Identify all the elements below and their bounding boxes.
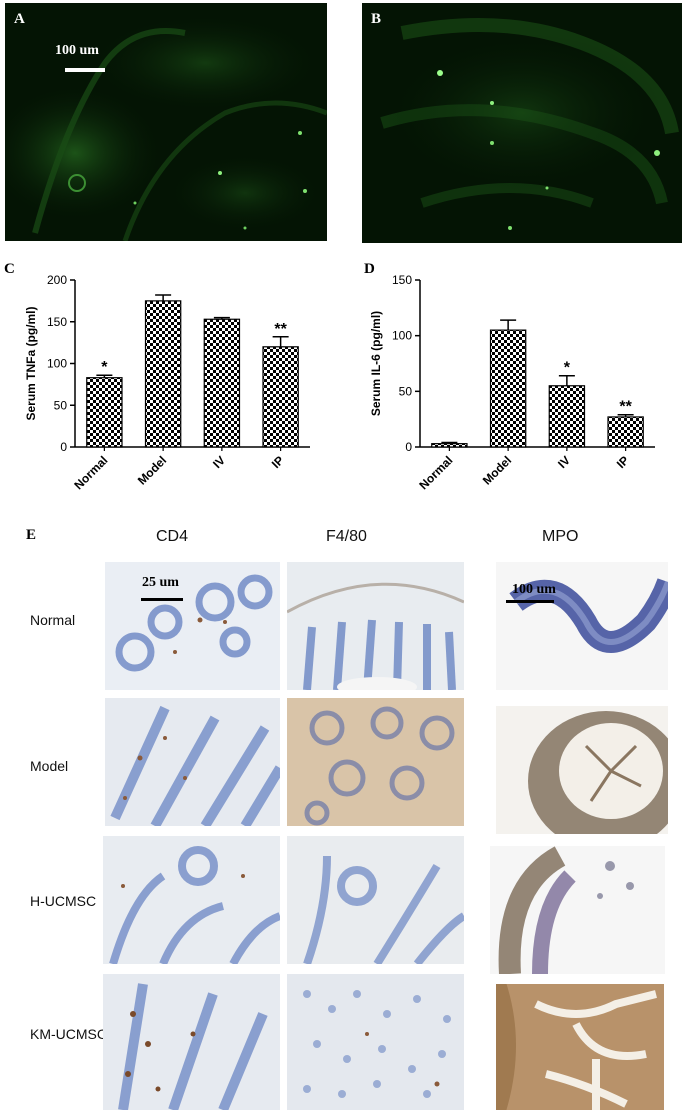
y-tick-label: 100 [47, 357, 67, 371]
scale-bar-mpo [506, 600, 554, 603]
column-header-cd4: CD4 [156, 528, 189, 545]
row-label-model: Model [30, 758, 69, 774]
row-label-h-ucmsc: H-UCMSC [30, 893, 97, 909]
bar [489, 329, 527, 448]
y-tick-label: 150 [392, 273, 412, 287]
ihc-h-ucmsc-cd4 [103, 836, 280, 964]
chart-tnfa: 0 50 100 150 200 Serum TNFa (pg/ml) * Normal Mod… [24, 273, 310, 492]
row-label-km-ucmsc: KM-UCMSC [30, 1026, 107, 1042]
significance-marker: * [564, 360, 571, 377]
panel-letter-c: C [4, 261, 15, 277]
bar [86, 377, 123, 448]
y-tick-label: 100 [392, 329, 412, 343]
x-tick-label: Normal [416, 453, 455, 492]
significance-marker: * [101, 359, 108, 376]
bar [144, 300, 182, 448]
ihc-model-f480 [287, 698, 464, 826]
bar [548, 385, 586, 448]
scale-label-cd4: 25 um [142, 575, 179, 590]
y-tick-label: 50 [399, 384, 413, 398]
x-tick-label: Model [135, 453, 169, 487]
x-tick-label: Normal [71, 453, 110, 492]
y-tick-label: 50 [54, 398, 68, 412]
fluorescence-texture-a [5, 13, 327, 241]
column-header-mpo: MPO [542, 528, 579, 545]
ihc-model-cd4 [105, 698, 280, 826]
scale-label-a: 100 um [55, 43, 99, 58]
ihc-normal-f480 [287, 562, 464, 690]
ihc-model-mpo [496, 706, 668, 834]
scale-label-mpo: 100 um [512, 582, 556, 597]
ihc-km-ucmsc-f480 [287, 974, 464, 1110]
y-axis-label: Serum IL-6 (pg/ml) [369, 311, 383, 416]
significance-marker: ** [619, 399, 632, 416]
column-header-f480: F4/80 [326, 528, 367, 545]
scale-bar-cd4 [141, 598, 183, 601]
bar [262, 346, 299, 448]
x-tick-label: IP [269, 453, 287, 471]
y-tick-label: 150 [47, 315, 67, 329]
y-axis-label: Serum TNFa (pg/ml) [24, 306, 38, 420]
panel-letter-d: D [364, 261, 375, 277]
significance-marker: ** [274, 321, 287, 338]
fluorescence-image-a: A 100 um [5, 3, 327, 241]
ihc-km-ucmsc-mpo [496, 984, 664, 1110]
bar [607, 416, 644, 448]
x-tick-label: IV [210, 453, 228, 471]
ihc-normal-mpo: 100 um [496, 562, 668, 690]
x-tick-label: IV [555, 453, 573, 471]
ihc-normal-cd4: 25 um [105, 562, 280, 690]
panel-letter-a: A [14, 11, 25, 27]
y-tick-label: 0 [405, 440, 412, 454]
fluorescence-texture-b [380, 18, 679, 230]
x-tick-label: Model [480, 453, 514, 487]
y-tick-label: 0 [60, 440, 67, 454]
fluorescence-image-b: B [362, 3, 682, 243]
x-tick-label: IP [614, 453, 632, 471]
ihc-h-ucmsc-mpo [490, 846, 665, 974]
y-tick-label: 200 [47, 273, 67, 287]
panel-letter-e: E [26, 527, 37, 543]
row-label-normal: Normal [30, 612, 76, 628]
scale-bar-a [65, 68, 105, 72]
bar [431, 443, 468, 448]
bar [203, 318, 241, 448]
panel-letter-b: B [371, 11, 382, 27]
ihc-h-ucmsc-f480 [287, 836, 464, 964]
ihc-km-ucmsc-cd4 [103, 974, 280, 1110]
chart-il6: 0 50 100 150 Serum IL-6 (pg/ml) Normal Model * I… [369, 273, 655, 492]
